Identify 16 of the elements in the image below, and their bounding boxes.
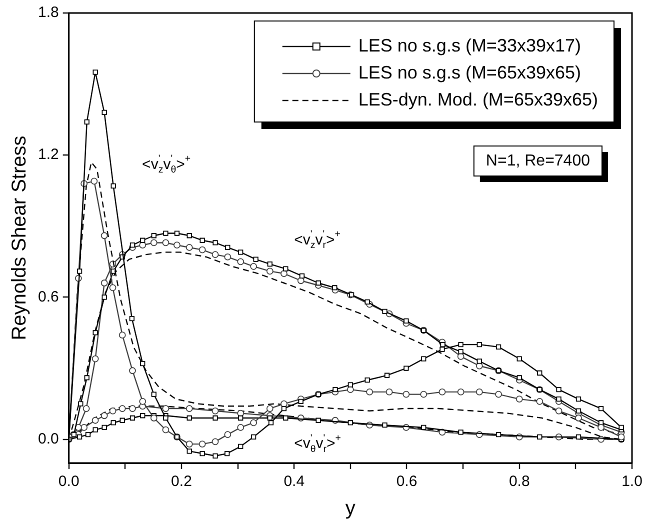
x-tick-label: 0.0 [58, 473, 80, 490]
y-tick-label: 0.6 [38, 288, 59, 306]
x-tick-label: 1.0 [622, 473, 642, 490]
x-axis-title: y [345, 498, 356, 520]
legend-label: LES no s.g.s (M=65x39x65) [358, 62, 582, 82]
y-axis-title: Reynolds Shear Stress [8, 136, 31, 340]
legend-label: LES no s.g.s (M=33x39x17) [358, 35, 582, 56]
x-tick-label: 0.2 [171, 473, 192, 490]
x-tick-label: 0.4 [284, 473, 305, 490]
y-tick-label: 0.0 [38, 430, 59, 448]
x-tick-label: 0.6 [396, 473, 418, 490]
y-tick-label: 1.8 [38, 4, 59, 22]
annotation: N=1, Re=7400 [486, 152, 590, 170]
legend-label: LES-dyn. Mod. (M=65x39x65) [358, 89, 598, 110]
y-tick-label: 1.2 [38, 146, 59, 164]
x-tick-label: 0.8 [508, 473, 530, 490]
